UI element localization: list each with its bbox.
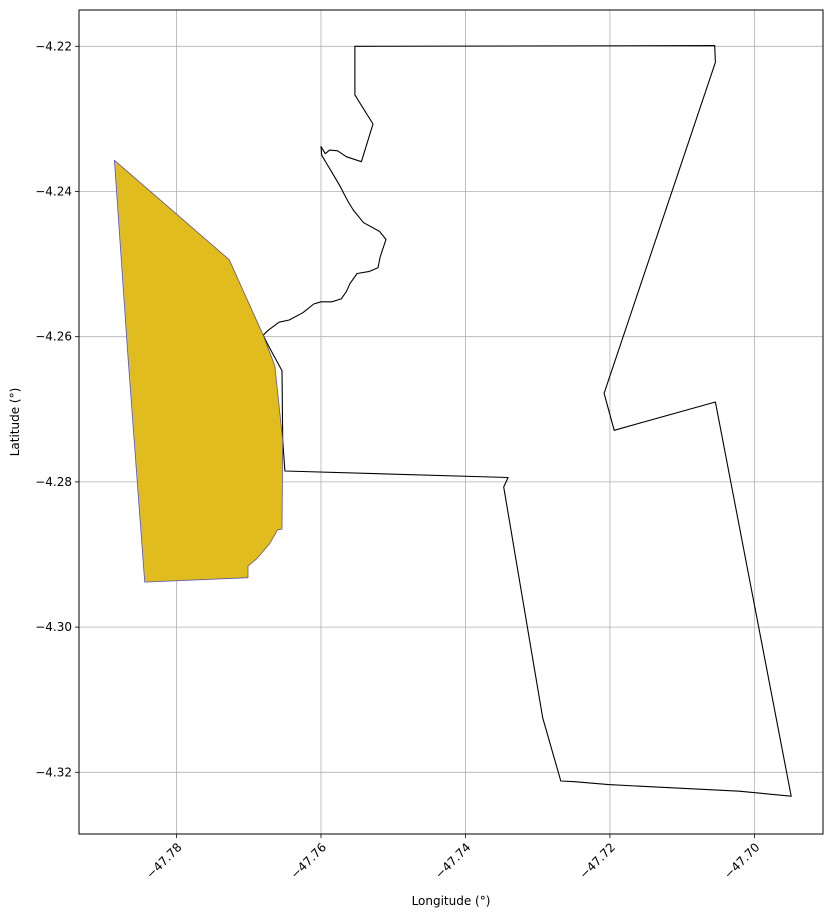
- y-tick-label: −4.32: [35, 765, 72, 779]
- plot-frame: [78, 9, 824, 835]
- y-axis-label: Latitude (°): [8, 388, 22, 457]
- filled-parcel: [114, 159, 284, 583]
- y-tick-label: −4.24: [35, 184, 72, 198]
- y-tick-label: −4.26: [35, 330, 72, 344]
- map-features: [114, 45, 792, 797]
- outline-polygon: [262, 45, 792, 797]
- y-tick-label: −4.30: [35, 620, 72, 634]
- y-tick-label: −4.22: [35, 39, 72, 53]
- y-tick-label: −4.28: [35, 475, 72, 489]
- x-axis-label: Longitude (°): [412, 894, 491, 908]
